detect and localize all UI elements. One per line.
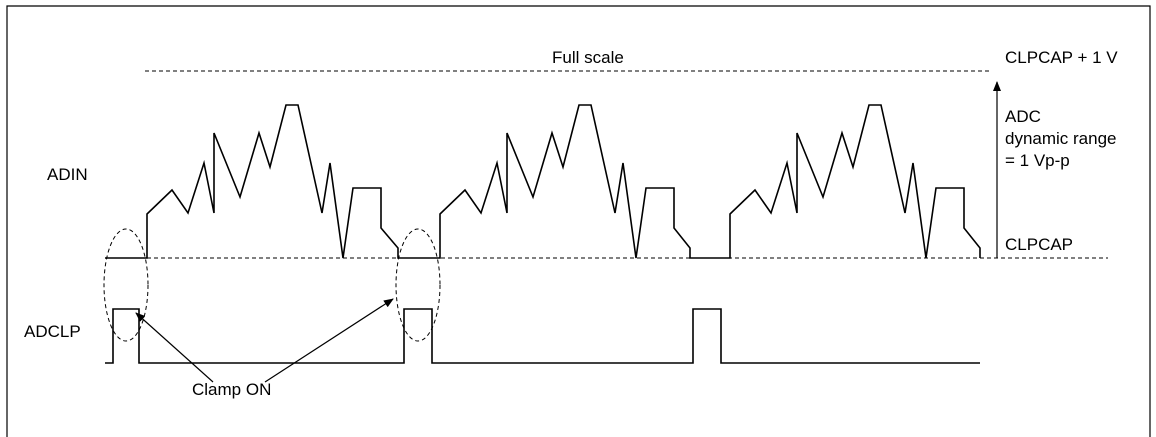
- clamp-arrow-2: [264, 298, 394, 383]
- clpcap-label: CLPCAP: [1005, 235, 1073, 254]
- clpcap-plus-label: CLPCAP + 1 V: [1005, 48, 1118, 67]
- diagram-frame: [6, 5, 1151, 437]
- adclp-waveform: [105, 308, 980, 364]
- adin-waveform: [105, 104, 981, 259]
- adclp-label: ADCLP: [24, 322, 81, 341]
- clamp-ellipse-2: [395, 228, 441, 342]
- adin-label: ADIN: [47, 165, 88, 184]
- adc-range-label-2: dynamic range: [1005, 129, 1117, 148]
- clamp-arrow-1: [135, 312, 214, 383]
- clamp-on-label: Clamp ON: [192, 380, 271, 399]
- clamp-ellipse-1: [103, 228, 149, 342]
- adc-range-label-1: ADC: [1005, 107, 1041, 126]
- adc-range-label-3: = 1 Vp-p: [1005, 151, 1070, 170]
- full-scale-label: Full scale: [552, 48, 624, 67]
